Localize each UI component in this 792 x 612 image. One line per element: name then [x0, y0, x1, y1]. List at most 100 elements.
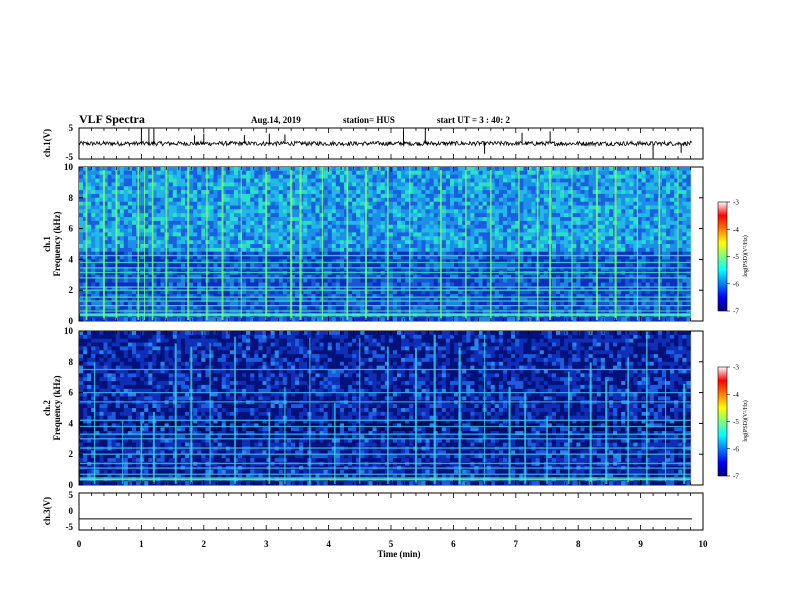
spectrogram-pixel: [388, 170, 394, 175]
spectrogram-pixel: [458, 286, 463, 291]
spectrogram-pixel: [180, 290, 186, 295]
spectrogram-pixel: [454, 217, 459, 222]
spectrogram-pixel: [466, 205, 471, 210]
spectrogram-pixel: [238, 232, 243, 237]
spectrogram-pixel: [331, 217, 337, 222]
spectrogram-pixel: [225, 224, 231, 229]
spectrogram-pixel: [189, 286, 194, 291]
spectrogram-pixel: [229, 247, 235, 253]
spectrogram-pixel: [462, 178, 467, 183]
spectrogram-pixel: [270, 217, 275, 222]
spectrogram-pixel: [445, 290, 451, 295]
spectrogram-pixel: [474, 286, 479, 291]
spectrogram-pixel: [103, 197, 108, 202]
spectrogram-pixel: [172, 294, 178, 299]
spectrogram-pixel: [445, 193, 451, 199]
spectrogram-pixel: [156, 182, 161, 187]
spectrogram-pixel: [352, 251, 357, 256]
spectrogram-pixel: [519, 182, 524, 187]
spectrogram-pixel: [127, 201, 133, 206]
spectrogram-pixel: [278, 274, 284, 279]
spectrogram-pixel: [474, 197, 479, 202]
spectrogram-pixel: [250, 297, 255, 303]
spectrogram-pixel: [148, 244, 153, 249]
spectrogram-pixel: [258, 240, 263, 245]
spectrogram-pixel: [576, 290, 581, 295]
spectrogram-pixel: [531, 263, 536, 268]
spectrogram-pixel: [519, 263, 524, 268]
spectrogram-pixel: [494, 259, 500, 264]
spectrogram-pixel: [209, 201, 214, 206]
spectrogram-pixel: [503, 217, 508, 222]
spectrogram-pixel: [91, 190, 96, 195]
spectrogram-pixel: [140, 232, 145, 237]
spectrogram-pixel: [454, 244, 459, 249]
spectrogram-pixel: [339, 255, 345, 260]
spectrogram-pixel: [490, 178, 496, 183]
spectrogram-pixel: [372, 167, 377, 172]
spectrogram-pixel: [388, 267, 394, 272]
spectrogram-pixel: [352, 282, 357, 287]
spectrogram-pixel: [148, 193, 153, 199]
spectrogram-pixel: [519, 205, 524, 210]
spectrogram-pixel: [466, 170, 471, 175]
spectrogram-pixel: [507, 201, 512, 206]
spectrogram-pixel: [233, 205, 239, 210]
spectrogram-pixel: [79, 255, 84, 260]
spectrogram-pixel: [172, 286, 178, 291]
spectrogram-pixel: [123, 247, 129, 253]
spectrogram-pixel: [148, 301, 153, 306]
spectrogram-pixel: [486, 294, 492, 299]
spectrogram-pixel: [246, 178, 251, 183]
spectrogram-pixel: [409, 217, 414, 222]
spectrogram-pixel: [323, 255, 328, 260]
spectrogram-pixel: [356, 263, 361, 268]
spectrogram-pixel: [91, 240, 96, 245]
spectrogram-pixel: [441, 178, 447, 183]
spectrogram-pixel: [278, 267, 284, 272]
spectrogram-pixel: [144, 236, 149, 241]
spectrogram-pixel: [384, 244, 390, 249]
spectrogram-pixel: [270, 232, 275, 237]
spectrogram-pixel: [498, 278, 504, 283]
spectrogram-pixel: [238, 244, 243, 249]
spectrogram-pixel: [238, 217, 243, 222]
spectrogram-pixel: [148, 294, 153, 299]
spectrogram-pixel: [270, 286, 275, 291]
spectrogram-pixel: [409, 197, 414, 202]
spectrogram-pixel: [319, 217, 324, 222]
spectrogram-pixel: [572, 197, 577, 202]
spectrogram-pixel: [454, 305, 459, 310]
spectrogram-pixel: [295, 170, 300, 175]
spectrogram-pixel: [270, 263, 275, 268]
spectrogram-pixel: [474, 232, 479, 237]
spectrogram-pixel: [119, 182, 125, 187]
spectrogram-pixel: [401, 244, 406, 249]
spectrogram-pixel: [409, 259, 414, 264]
spectrogram-pixel: [401, 201, 406, 206]
spectrogram-pixel: [119, 255, 125, 260]
spectrogram-pixel: [278, 236, 284, 241]
spectrogram-pixel: [176, 209, 182, 214]
spectrogram-pixel: [556, 274, 561, 279]
spectrogram-pixel: [429, 213, 434, 218]
spectrogram-pixel: [462, 259, 467, 264]
spectrogram-pixel: [372, 209, 377, 214]
spectrogram-pixel: [262, 190, 267, 195]
spectrogram-pixel: [470, 317, 475, 322]
spectrogram-pixel: [246, 301, 251, 306]
spectrogram-pixel: [474, 205, 479, 210]
spectrogram-pixel: [466, 232, 471, 237]
spectrogram-pixel: [486, 228, 492, 233]
spectrogram-pixel: [519, 259, 524, 264]
spectrogram-pixel: [201, 240, 206, 245]
spectrogram-pixel: [576, 297, 581, 303]
spectrogram-pixel: [384, 201, 390, 206]
spectrogram-pixel: [531, 317, 536, 322]
spectrogram-pixel: [225, 201, 231, 206]
spectrogram-pixel: [474, 244, 479, 249]
spectrogram-pixel: [119, 167, 125, 172]
spectrogram-pixel: [87, 224, 92, 229]
spectrogram-pixel: [254, 251, 259, 256]
